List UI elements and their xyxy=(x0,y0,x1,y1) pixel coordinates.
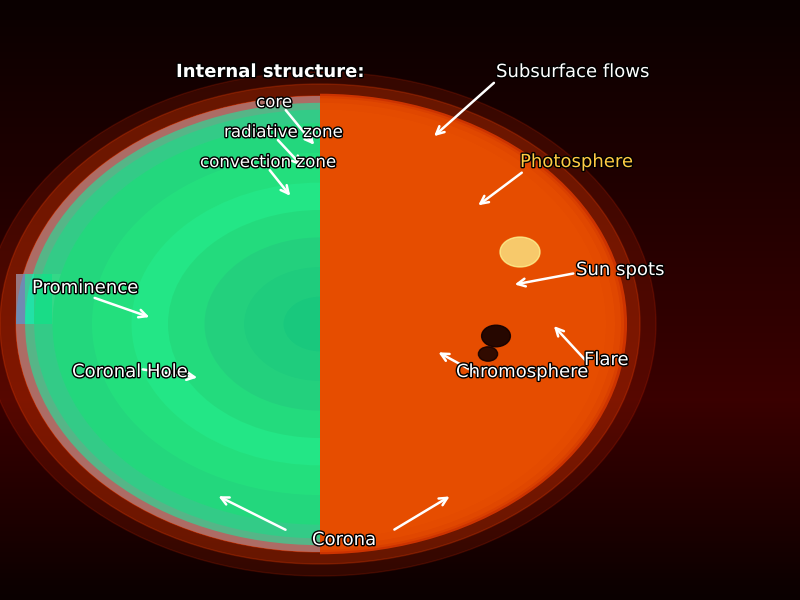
Bar xyxy=(92,274,131,324)
Text: Photosphere: Photosphere xyxy=(520,153,633,171)
Text: convection zone: convection zone xyxy=(200,153,336,171)
Circle shape xyxy=(25,103,615,545)
Text: Subsurface flows: Subsurface flows xyxy=(496,63,649,81)
Bar xyxy=(34,274,53,324)
Circle shape xyxy=(500,237,540,267)
Text: Internal structure:: Internal structure: xyxy=(176,63,363,81)
Wedge shape xyxy=(244,267,320,381)
Wedge shape xyxy=(25,103,320,545)
Circle shape xyxy=(0,84,640,564)
Wedge shape xyxy=(320,96,624,552)
Bar xyxy=(25,274,34,324)
Bar xyxy=(16,274,25,324)
Circle shape xyxy=(16,96,624,552)
Circle shape xyxy=(478,347,498,361)
Text: Coronal Hole: Coronal Hole xyxy=(72,363,188,381)
Text: Corona: Corona xyxy=(312,531,376,549)
Circle shape xyxy=(32,108,608,540)
Bar xyxy=(53,274,92,324)
Wedge shape xyxy=(16,96,320,552)
Wedge shape xyxy=(320,110,606,538)
Bar xyxy=(16,274,53,324)
Text: Sun spots: Sun spots xyxy=(576,261,664,279)
Circle shape xyxy=(0,72,656,576)
Wedge shape xyxy=(16,96,320,552)
Wedge shape xyxy=(131,182,320,466)
Wedge shape xyxy=(205,238,320,410)
Circle shape xyxy=(482,325,510,347)
Text: Chromosphere: Chromosphere xyxy=(456,363,588,381)
Bar xyxy=(131,274,168,324)
Wedge shape xyxy=(320,94,627,554)
Text: Flare: Flare xyxy=(584,351,629,369)
Text: radiative zone: radiative zone xyxy=(224,123,342,141)
Text: Prominence: Prominence xyxy=(32,279,138,297)
Wedge shape xyxy=(53,124,320,524)
Bar xyxy=(205,274,244,324)
Wedge shape xyxy=(168,210,320,438)
Wedge shape xyxy=(320,98,621,550)
Wedge shape xyxy=(34,110,320,538)
Bar xyxy=(244,274,283,324)
Wedge shape xyxy=(283,296,320,352)
Wedge shape xyxy=(53,124,320,524)
Circle shape xyxy=(16,96,624,552)
Text: core: core xyxy=(256,93,292,111)
Bar xyxy=(168,274,205,324)
Wedge shape xyxy=(320,103,615,545)
Wedge shape xyxy=(92,153,320,495)
Bar xyxy=(283,274,320,324)
